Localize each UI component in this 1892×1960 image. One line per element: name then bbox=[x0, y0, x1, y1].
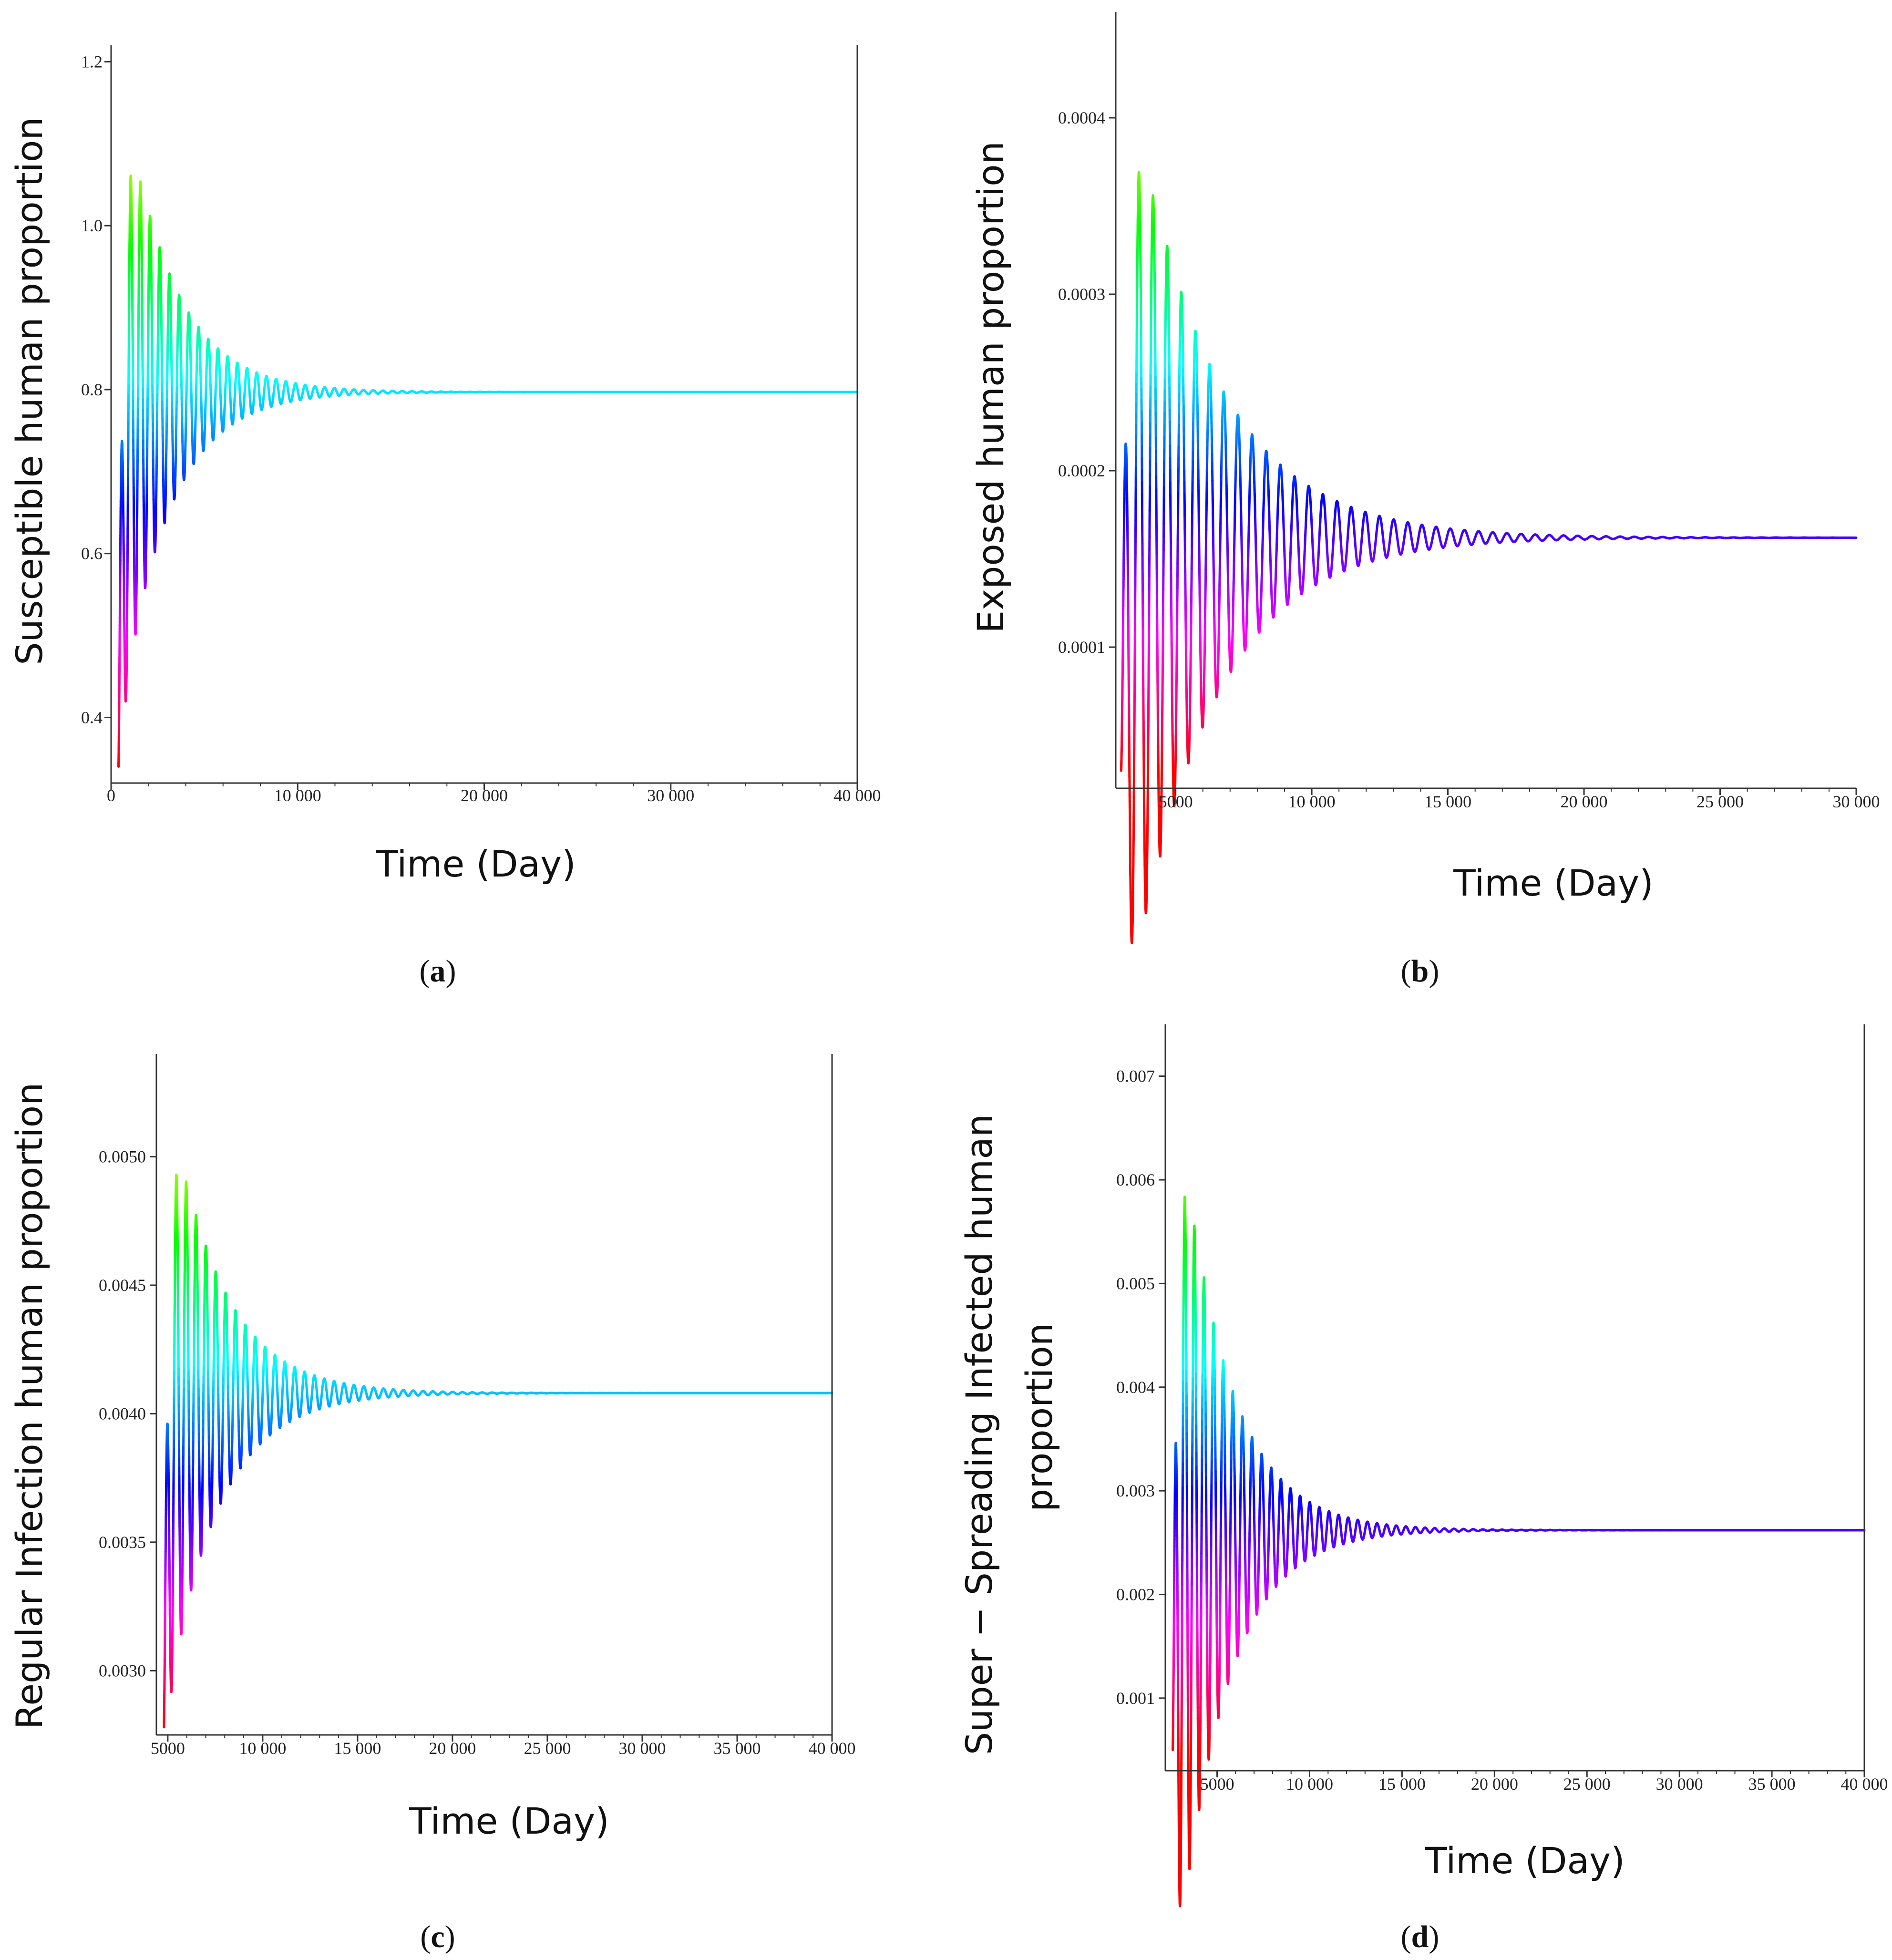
plot-a-x-axis-title: Time (Day) bbox=[375, 843, 576, 885]
plot-b-curve bbox=[1120, 171, 1858, 944]
plot-a-curve bbox=[117, 174, 859, 768]
plot-a-x-ticks: 0 10 000 20 000 30 000 40 000 bbox=[107, 783, 881, 805]
plot-a-x-tick-label: 40 000 bbox=[834, 786, 881, 805]
plot-a-x-tick-label: 20 000 bbox=[461, 786, 508, 805]
plot-a-y-ticks: 0.4 0.6 0.8 1.0 1.2 bbox=[81, 52, 111, 727]
plot-a-y-tick-label: 1.2 bbox=[81, 52, 103, 71]
plot-a-x-tick-label: 0 bbox=[107, 786, 115, 805]
panel-a: 0 10 000 20 000 30 000 40 000 0.4 0.6 0.8 1.0 1.… bbox=[8, 45, 881, 989]
panel-a-caption: (a) bbox=[420, 954, 456, 989]
plot-a-y-tick-label: 0.8 bbox=[81, 380, 103, 399]
plot-a-y-tick-label: 1.0 bbox=[81, 216, 103, 235]
plot-a-x-tick-label: 30 000 bbox=[647, 786, 694, 805]
plot-a-x-tick-label: 10 000 bbox=[274, 786, 321, 805]
plot-a-y-axis-title: Susceptible human proportion bbox=[8, 117, 51, 665]
panel-a-letter: a bbox=[430, 954, 446, 989]
panel-b: 5000 10 000 15 000 20 000 25 000 30 000 0.000… bbox=[969, 12, 1880, 989]
plot-a-y-tick-label: 0.6 bbox=[81, 544, 103, 563]
plot-a-y-tick-label: 0.4 bbox=[81, 708, 103, 727]
panel-a-open-paren: ( bbox=[420, 954, 430, 989]
panel-a-close-paren: ) bbox=[446, 954, 456, 989]
